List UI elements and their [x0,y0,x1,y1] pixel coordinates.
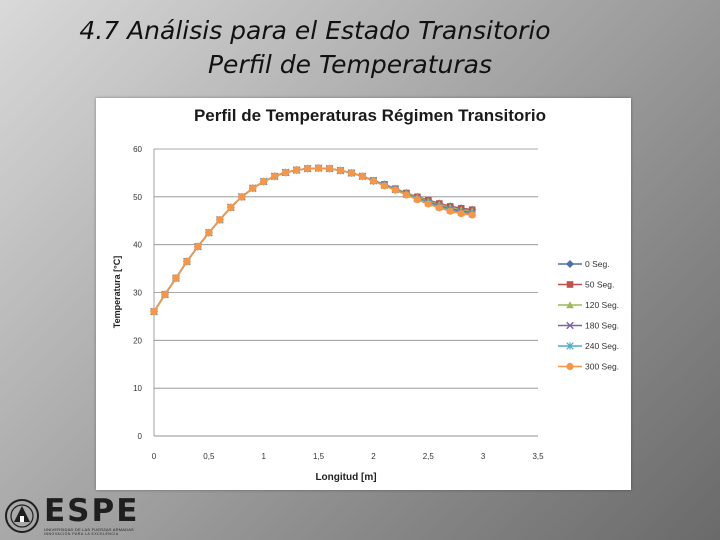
data-point [369,177,378,185]
data-point [402,191,410,199]
data-point [161,290,169,299]
data-point [249,184,257,192]
legend-item: 120 Seg. [558,300,619,310]
slide-title-line1: 4.7 Análisis para el Estado Transitorio [79,16,551,45]
legend-item: 0 Seg. [558,259,610,269]
legend-swatch-marker [566,321,574,330]
data-point [205,229,213,237]
data-point [260,177,268,186]
data-point [391,186,399,194]
logo-subtitle: UNIVERSIDAD DE LAS FUERZAS ARMADAS [44,527,134,532]
y-tick-label: 0 [138,432,143,441]
grid-layer [154,148,538,437]
data-point [358,172,367,180]
data-point [424,200,432,208]
legend-label: 240 Seg. [585,341,619,351]
data-point [238,193,246,201]
logo-name: ESPE [44,493,140,529]
data-point [282,168,290,177]
data-point [293,166,301,174]
legend-label: 180 Seg. [585,321,619,331]
data-point [172,274,180,282]
chart-title: Perfil de Temperaturas Régimen Transitor… [194,106,546,125]
legend-item: 240 Seg. [558,341,619,351]
data-point [194,242,202,251]
legend-label: 0 Seg. [585,259,610,269]
series-layer [150,164,477,316]
logo-motto: INNOVACIÓN PARA LA EXCELENCIA [44,532,119,536]
data-point [347,169,356,177]
slide-title-line2: Perfil de Temperaturas [207,50,492,79]
legend-label: 300 Seg. [585,362,619,372]
x-tick-label: 2 [371,452,376,461]
y-tick-label: 50 [133,193,142,202]
y-tick-label: 20 [133,336,142,345]
data-point [271,172,279,180]
y-tick-label: 40 [133,241,142,250]
legend-item: 180 Seg. [558,321,619,331]
y-tick-label: 30 [133,289,142,298]
temperature-profile-chart: Perfil de Temperaturas Régimen Transitor… [112,106,619,483]
slide-title: 4.7 Análisis para el Estado Transitorio … [0,14,720,82]
y-tick-label: 60 [133,145,142,154]
chart-panel: Perfil de Temperaturas Régimen Transitor… [96,98,631,490]
data-point [457,209,465,218]
legend: 0 Seg. 50 Seg. 120 Seg. 180 Seg. 240 Seg. 300… [558,259,619,372]
data-point [227,203,235,211]
data-point [336,166,345,175]
legend-swatch-marker [566,301,574,309]
x-axis-label: Longitud [m] [315,472,376,483]
legend-item: 50 Seg. [558,280,614,290]
espe-logo: ESPE UNIVERSIDAD DE LAS FUERZAS ARMADAS … [4,494,160,538]
series-line [153,167,473,313]
x-tick-label: 0,5 [203,452,215,461]
series-5 [150,164,476,316]
y-axis-label: Temperatura [°C] [112,256,122,328]
data-point [413,196,421,204]
legend-swatch-marker [566,342,574,350]
data-point [150,308,158,316]
series-line [153,167,473,313]
x-tick-label: 1 [261,452,266,461]
legend-item: 300 Seg. [558,362,619,372]
x-tick-label: 2,5 [423,452,435,461]
data-point [468,211,476,219]
x-tick-label: 3,5 [532,452,544,461]
data-point [325,165,334,173]
series-line [153,167,473,313]
axis-layer: 0 10 20 30 40 50 60 0 0,5 1 1,5 2 2,5 3 3,5 [133,145,544,461]
data-point [314,164,323,172]
legend-swatch-marker [566,362,574,371]
series-line [153,167,473,313]
data-point [380,182,388,190]
x-tick-label: 0 [152,452,157,461]
data-point [446,207,454,215]
series-line [153,167,473,313]
legend-label: 120 Seg. [585,300,619,310]
university-seal-icon [5,499,39,533]
data-point [304,165,312,173]
data-point [183,257,191,266]
series-0 [150,164,477,316]
series-line [153,167,473,313]
data-point [435,204,443,212]
legend-swatch-marker [566,260,574,268]
x-tick-label: 1,5 [313,452,325,461]
legend-swatch-marker [566,281,574,288]
data-point [216,216,224,224]
x-tick-label: 3 [481,452,486,461]
y-tick-label: 10 [133,384,142,393]
legend-label: 50 Seg. [585,280,614,290]
